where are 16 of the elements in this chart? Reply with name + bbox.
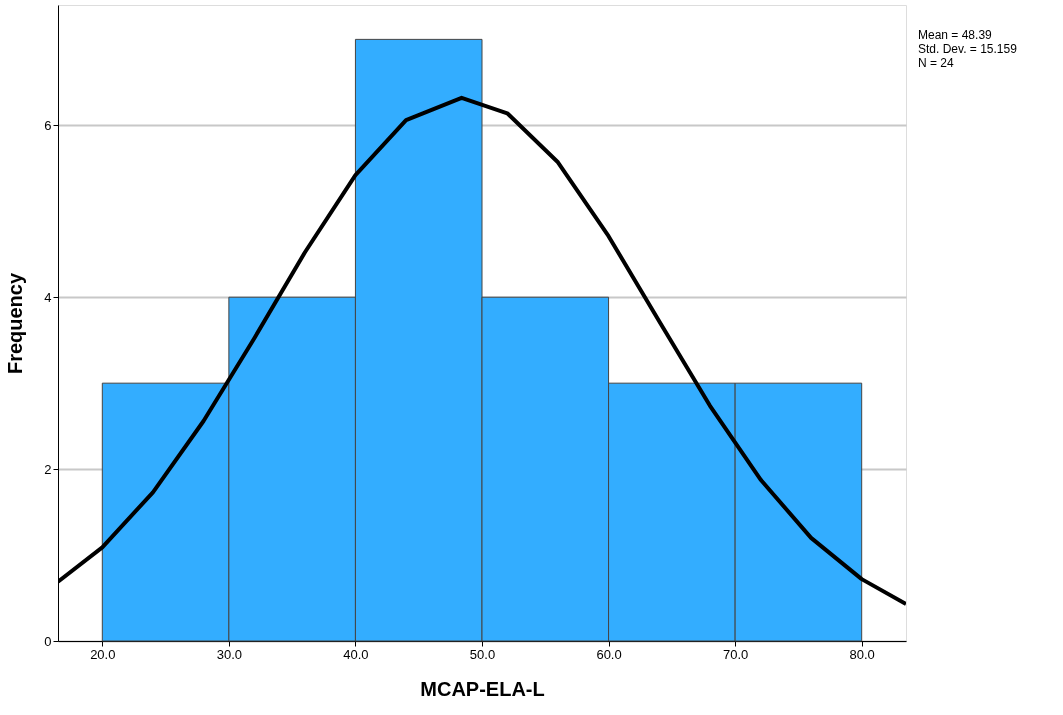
x-tick-label: 30.0 [216,646,243,662]
y-tick-label: 0 [44,633,52,649]
y-axis-title: Frequency [4,272,27,375]
y-tick-label: 6 [44,117,52,133]
y-tick-label: 2 [44,461,52,477]
text: Mean = 48.39 [918,28,993,42]
x-axis-title: MCAP-ELA-L [420,677,545,700]
text: N = 24 [918,56,955,70]
x-tick-label: 40.0 [343,646,369,662]
x-tick-label: 70.0 [722,646,749,662]
x-tick-label: 80.0 [849,646,875,662]
x-tick-label: 20.0 [90,646,116,662]
text: Std. Dev. = 15.159 [918,42,1018,56]
x-tick-label: 50.0 [469,646,496,662]
y-tick-label: 4 [44,289,52,305]
x-tick-label: 60.0 [596,646,622,662]
